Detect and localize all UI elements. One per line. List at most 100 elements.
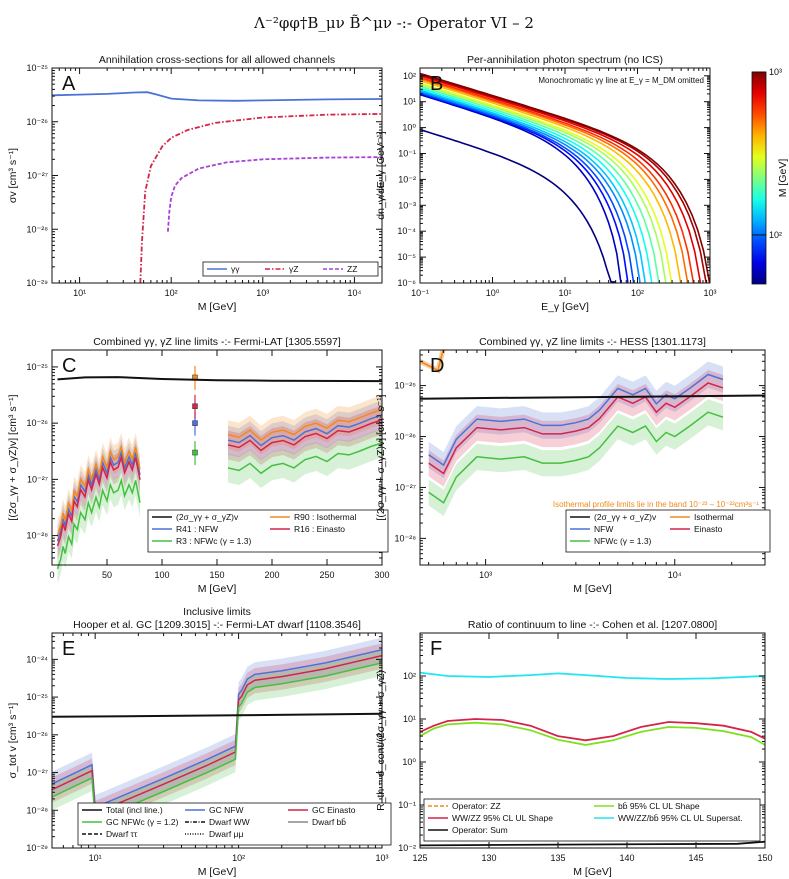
limit-line	[227, 408, 383, 442]
panel-letter: A	[62, 73, 76, 95]
series-line	[419, 840, 766, 847]
panel-letter: B	[430, 73, 443, 95]
x-tick-label: 10²	[232, 853, 245, 863]
y-tick-label: 10⁻²⁴	[26, 654, 48, 664]
y-tick-label: 10⁻²⁷	[27, 171, 48, 181]
y-axis-label: [(2σ_γγ + σ_γZ)v] [cm³ s⁻¹]	[7, 394, 19, 520]
legend-label: Dwarf WW	[209, 817, 250, 827]
y-tick-label: 10⁻¹	[398, 148, 416, 158]
x-tick-label: 10¹	[73, 288, 86, 298]
x-axis-label: M [GeV]	[198, 583, 237, 595]
limit-line	[56, 444, 141, 536]
spectrum-line	[420, 85, 660, 283]
legend-label: WW/ZZ/bb̄ 95% CL UL Supersat.	[618, 813, 743, 823]
y-tick-label: 10⁻²	[398, 843, 416, 853]
limit-line	[227, 414, 383, 447]
x-tick-label: 50	[102, 570, 112, 580]
y-tick-label: 10⁻²⁶	[27, 418, 49, 428]
x-tick-label: 10⁴	[668, 570, 682, 580]
y-tick-label: 10⁻²⁵	[27, 63, 49, 73]
x-axis-label: M [GeV]	[198, 301, 237, 313]
chart-title: Annihilation cross-sections for all allo…	[99, 54, 335, 66]
spectrum-line	[420, 83, 667, 283]
limit-line	[56, 449, 141, 542]
legend-label: R41 : NFW	[176, 524, 218, 534]
legend-label: γZ	[289, 264, 298, 274]
limit-band	[428, 370, 723, 487]
limit-band	[428, 361, 723, 479]
x-tick-label: 10⁴	[347, 288, 361, 298]
x-tick-label: 200	[264, 570, 279, 580]
legend-label: (2σ_γγ + σ_γZ)v	[594, 512, 657, 522]
y-tick-label: 10⁻²⁷	[395, 482, 416, 492]
spectrum-line	[420, 79, 682, 283]
legend-label: Einasto	[694, 524, 723, 534]
spectrum-line	[420, 87, 653, 283]
x-tick-label: 100	[154, 570, 169, 580]
spectrum-line	[420, 78, 689, 283]
series-line	[419, 671, 766, 680]
x-tick-label: 10²	[631, 288, 644, 298]
spectrum-line	[420, 90, 641, 283]
y-tick-label: 10⁻²⁸	[26, 224, 48, 234]
panel-b: 10⁻¹ 10⁰ 10¹ 10² 10³ 10⁻⁶ 10⁻⁵ 10⁻⁴ 10⁻³ 10⁻² 10⁻¹…	[375, 54, 789, 313]
isothermal-note: Isothermal profile limits lie in the ban…	[553, 500, 759, 509]
data-point	[192, 449, 198, 456]
spectrum-line	[420, 72, 710, 283]
limit-line	[227, 442, 383, 475]
chart-title: Ratio of continuum to line -:- Cohen et …	[468, 619, 717, 631]
limit-line	[428, 411, 724, 504]
spectrum-line	[420, 92, 635, 283]
panel-a: 10¹ 10² 10³ 10⁴ 10⁻²⁹ 10⁻²⁸ 10⁻²⁷ 10⁻²⁶ 10⁻²⁵ M […	[7, 54, 383, 313]
y-tick-label: 10⁻²⁵	[395, 381, 417, 391]
limit-band	[57, 438, 140, 556]
x-tick-label: 250	[319, 570, 334, 580]
y-axis-label: σv [cm³ s⁻¹]	[7, 148, 19, 203]
limit-band	[428, 399, 723, 516]
limit-band	[57, 466, 140, 584]
legend-label: R90 : Isothermal	[294, 512, 356, 522]
y-axis-label: [(2σ_γγ + σ_γZ)v] [cm³ s⁻¹]	[375, 394, 387, 520]
legend-label: bb̄ 95% CL UL Shape	[618, 801, 700, 811]
limit-line	[56, 477, 141, 570]
panel-c: 0 50 100 150 200 250 300 10⁻²⁸ 10⁻²⁷ 10⁻²⁶ 10⁻²⁵ M …	[7, 336, 390, 595]
chart-title: Inclusive limits	[183, 606, 251, 618]
limit-band	[228, 400, 382, 461]
x-tick-label: 150	[757, 853, 772, 863]
colorbar-tick-label: 10³	[769, 67, 782, 77]
y-tick-label: 10⁻²⁹	[26, 278, 48, 288]
y-tick-label: 10⁻²⁶	[395, 432, 417, 442]
limit-band	[57, 443, 140, 561]
limit-line	[56, 454, 141, 547]
x-axis-label: E_γ [GeV]	[541, 301, 589, 313]
legend-box	[202, 261, 379, 277]
theory-line	[57, 376, 383, 383]
y-axis-label: σ_tot v [cm³ s⁻¹]	[7, 703, 19, 779]
y-axis-label: dn_γ/dE_γ [GeV⁻¹]	[375, 131, 387, 220]
legend-label: Operator: ZZ	[452, 801, 501, 811]
y-tick-label: 10⁻²⁷	[27, 474, 48, 484]
colorbar	[751, 71, 767, 285]
limit-band	[52, 643, 382, 827]
y-tick-label: 10⁻⁴	[397, 226, 416, 236]
limit-band	[228, 395, 382, 455]
legend-label: γγ	[231, 264, 240, 274]
legend-label: NFW	[594, 524, 613, 534]
panel-f: 125 130 135 140 145 150 10⁻² 10⁻¹ 10⁰ 10¹ 10² M [Ge…	[375, 619, 773, 878]
x-tick-label: 0	[49, 570, 54, 580]
legend-label: R3 : NFWc (γ = 1.3)	[176, 536, 251, 546]
y-axis-label: R_th = σ_cont/(2σ_γγ + σ_γZ)	[375, 670, 387, 811]
chart-title: Combined γγ, γZ line limits -:- HESS [13…	[479, 336, 706, 348]
series-line	[419, 721, 766, 746]
colorbar-tick-label: 10²	[769, 230, 782, 240]
legend-label: Isothermal	[694, 512, 734, 522]
annotation: Monochromatic γγ line at E_γ = M_DM omit…	[538, 76, 704, 85]
limit-band	[228, 428, 382, 488]
data-point	[192, 420, 198, 426]
theory-line	[51, 712, 383, 718]
spectrum-line	[420, 82, 673, 283]
legend-label: (2σ_γγ + σ_γZ)v	[176, 512, 239, 522]
series-line	[139, 113, 383, 284]
legend-box	[77, 802, 392, 846]
